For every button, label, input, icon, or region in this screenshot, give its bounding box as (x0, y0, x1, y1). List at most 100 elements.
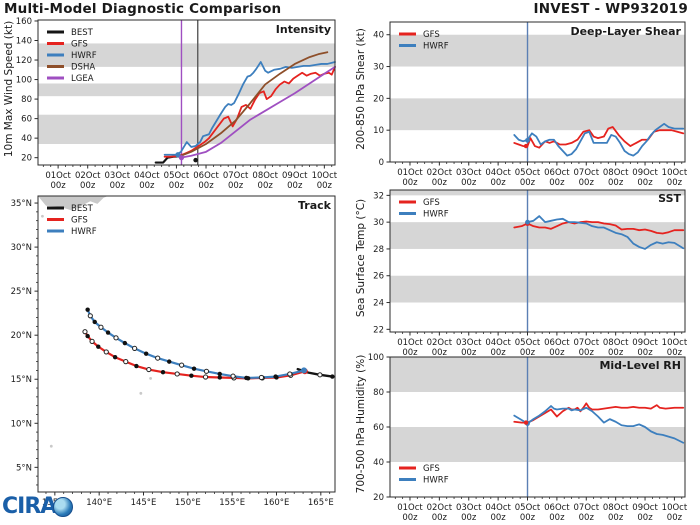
svg-text:00z: 00z (50, 181, 66, 191)
svg-text:160: 160 (16, 17, 32, 27)
svg-text:01Oct: 01Oct (397, 338, 423, 348)
intensity-y-axis-label: 10m Max Wind Speed (kt) (3, 20, 15, 158)
svg-text:GFS: GFS (423, 464, 440, 474)
svg-text:00z: 00z (258, 181, 274, 191)
svg-text:00z: 00z (287, 181, 303, 191)
svg-text:02Oct: 02Oct (427, 168, 453, 178)
svg-text:04Oct: 04Oct (485, 338, 511, 348)
svg-text:00z: 00z (667, 178, 683, 188)
svg-text:GFS: GFS (423, 198, 440, 208)
svg-text:32: 32 (373, 191, 384, 201)
svg-text:06Oct: 06Oct (544, 503, 570, 513)
svg-text:03Oct: 03Oct (456, 168, 482, 178)
svg-text:LGEA: LGEA (71, 74, 94, 84)
svg-text:00z: 00z (637, 348, 653, 358)
svg-text:15°N: 15°N (11, 375, 32, 385)
svg-text:140: 140 (16, 37, 32, 47)
svg-text:10Oct: 10Oct (662, 503, 688, 513)
svg-text:03Oct: 03Oct (456, 338, 482, 348)
svg-text:00z: 00z (317, 181, 333, 191)
svg-text:HWRF: HWRF (423, 42, 449, 52)
svg-text:09Oct: 09Oct (282, 171, 308, 181)
svg-text:00z: 00z (432, 348, 448, 358)
svg-text:00z: 00z (402, 348, 418, 358)
svg-text:00z: 00z (608, 513, 624, 523)
svg-text:150°E: 150°E (175, 498, 201, 508)
svg-text:5°N: 5°N (16, 463, 32, 473)
sst-panel-label: SST (658, 192, 681, 205)
svg-text:35°N: 35°N (11, 199, 32, 209)
svg-text:HWRF: HWRF (71, 227, 97, 237)
svg-text:165°E: 165°E (308, 498, 334, 508)
svg-text:00z: 00z (667, 348, 683, 358)
svg-text:40: 40 (373, 458, 384, 468)
svg-text:00z: 00z (637, 513, 653, 523)
svg-text:00z: 00z (402, 513, 418, 523)
svg-text:00z: 00z (490, 348, 506, 358)
svg-text:80: 80 (21, 95, 32, 105)
svg-text:00z: 00z (637, 178, 653, 188)
shear-panel-label: Deep-Layer Shear (570, 25, 681, 38)
svg-text:00z: 00z (667, 513, 683, 523)
cira-logo: CIRA (2, 496, 74, 518)
svg-text:00z: 00z (608, 348, 624, 358)
svg-text:26: 26 (373, 272, 384, 282)
svg-text:10: 10 (373, 126, 384, 136)
svg-text:03Oct: 03Oct (105, 171, 131, 181)
svg-text:60: 60 (21, 115, 32, 125)
globe-icon (53, 497, 74, 517)
svg-text:08Oct: 08Oct (603, 503, 629, 513)
svg-text:06Oct: 06Oct (193, 171, 219, 181)
svg-text:00z: 00z (608, 178, 624, 188)
svg-text:09Oct: 09Oct (632, 168, 658, 178)
svg-text:20°N: 20°N (11, 331, 32, 341)
page-title: Multi-Model Diagnostic Comparison (4, 1, 282, 17)
svg-text:07Oct: 07Oct (574, 168, 600, 178)
svg-text:00z: 00z (520, 348, 536, 358)
svg-text:00z: 00z (80, 181, 96, 191)
svg-text:00z: 00z (520, 178, 536, 188)
rh-y-axis-label: 700-500 hPa Humidity (%) (355, 354, 367, 494)
svg-text:07Oct: 07Oct (223, 171, 249, 181)
svg-text:00z: 00z (549, 178, 565, 188)
svg-text:100: 100 (368, 353, 384, 363)
svg-text:22: 22 (373, 325, 384, 335)
svg-text:00z: 00z (432, 178, 448, 188)
svg-text:00z: 00z (110, 181, 126, 191)
svg-text:40: 40 (373, 31, 384, 41)
svg-text:00z: 00z (402, 178, 418, 188)
svg-text:08Oct: 08Oct (603, 338, 629, 348)
svg-text:06Oct: 06Oct (544, 168, 570, 178)
storm-id-title: INVEST - WP932019 (533, 1, 688, 17)
svg-text:09Oct: 09Oct (632, 338, 658, 348)
svg-text:HWRF: HWRF (423, 476, 449, 486)
svg-text:00z: 00z (461, 178, 477, 188)
svg-text:05Oct: 05Oct (515, 168, 541, 178)
intensity-panel-label: Intensity (275, 23, 331, 36)
svg-text:02Oct: 02Oct (427, 338, 453, 348)
svg-text:DSHA: DSHA (71, 63, 95, 73)
svg-text:00z: 00z (461, 348, 477, 358)
svg-text:40: 40 (21, 134, 32, 144)
svg-text:10Oct: 10Oct (312, 171, 338, 181)
svg-text:HWRF: HWRF (423, 210, 449, 220)
svg-text:08Oct: 08Oct (603, 168, 629, 178)
svg-text:00z: 00z (198, 181, 214, 191)
svg-text:00z: 00z (520, 513, 536, 523)
svg-text:20: 20 (373, 94, 384, 104)
svg-text:00z: 00z (549, 513, 565, 523)
svg-text:07Oct: 07Oct (574, 338, 600, 348)
svg-text:20: 20 (21, 154, 32, 164)
svg-text:30: 30 (373, 218, 384, 228)
svg-text:25°N: 25°N (11, 287, 32, 297)
svg-text:01Oct: 01Oct (397, 503, 423, 513)
svg-text:60: 60 (373, 423, 384, 433)
svg-text:00z: 00z (579, 178, 595, 188)
svg-text:00z: 00z (228, 181, 244, 191)
svg-text:28: 28 (373, 245, 384, 255)
svg-text:HWRF: HWRF (71, 51, 97, 61)
